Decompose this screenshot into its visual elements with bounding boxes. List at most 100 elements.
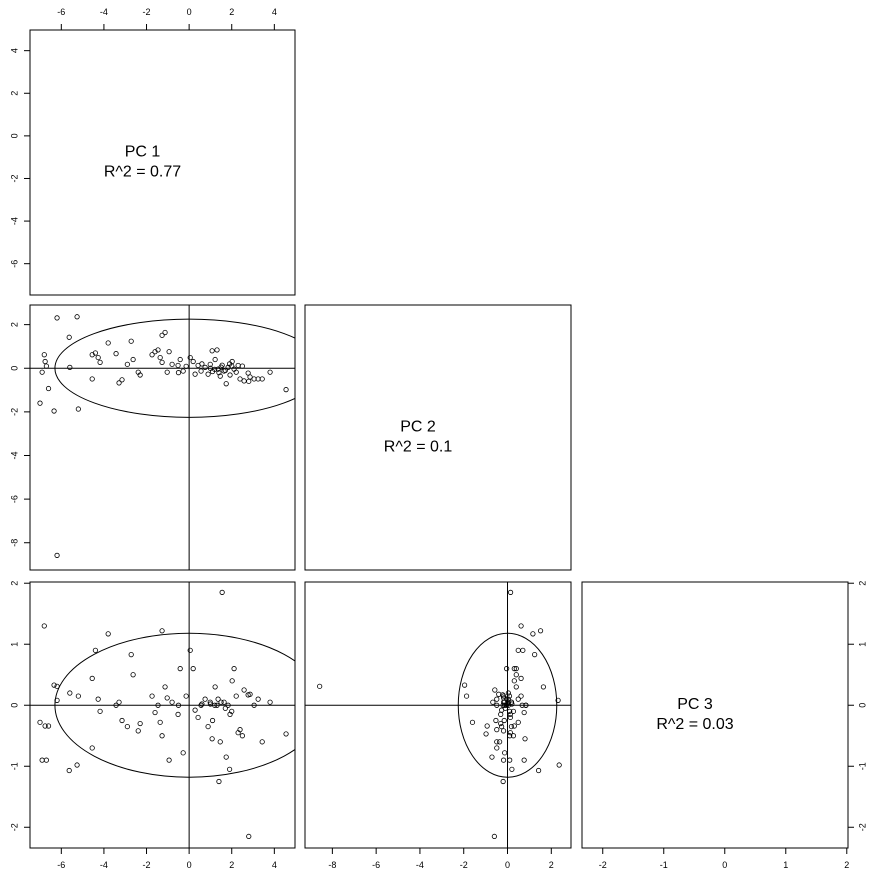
tick-label: 2 xyxy=(9,322,19,327)
ellipse xyxy=(54,318,295,418)
tick-label: -1 xyxy=(660,860,668,870)
point xyxy=(510,708,517,714)
point xyxy=(45,385,52,392)
tick-label: 0 xyxy=(505,860,510,870)
point xyxy=(212,684,218,690)
point xyxy=(511,666,517,672)
point xyxy=(54,315,60,321)
point xyxy=(216,370,222,376)
point xyxy=(222,705,228,711)
point xyxy=(180,750,186,756)
point xyxy=(247,691,253,697)
point xyxy=(124,723,130,730)
point xyxy=(67,690,73,696)
point xyxy=(505,702,511,708)
tick-label: 4 xyxy=(272,7,277,17)
point xyxy=(235,362,241,369)
tick-label: -6 xyxy=(9,495,19,503)
tick-label: 2 xyxy=(857,581,867,586)
tick-label: -1 xyxy=(9,762,19,770)
point xyxy=(227,766,233,772)
point xyxy=(521,757,527,763)
point xyxy=(66,334,72,340)
point xyxy=(166,757,172,763)
tick-label: 2 xyxy=(229,860,234,870)
point xyxy=(164,369,170,375)
point xyxy=(518,623,524,629)
point xyxy=(469,719,476,725)
point xyxy=(192,371,198,377)
point xyxy=(494,727,500,733)
tick-label: -2 xyxy=(9,174,19,182)
tick-label: -8 xyxy=(9,539,19,547)
tick-label: 0 xyxy=(9,133,19,138)
point xyxy=(192,707,198,713)
point xyxy=(155,702,161,708)
point xyxy=(507,714,513,721)
point xyxy=(42,723,48,729)
point xyxy=(229,678,235,684)
tick-label: -2 xyxy=(9,823,19,831)
point xyxy=(135,728,141,734)
panel xyxy=(305,582,571,848)
tick-label: -2 xyxy=(9,408,19,416)
point xyxy=(43,757,50,763)
point xyxy=(89,675,95,681)
tick-label: 0 xyxy=(9,703,19,708)
point xyxy=(216,778,222,785)
r-squared: R^2 = 0.77 xyxy=(104,164,181,181)
point xyxy=(463,693,470,699)
point xyxy=(513,684,519,690)
point xyxy=(180,368,186,374)
tick-label: -2 xyxy=(599,860,607,870)
point xyxy=(509,701,515,707)
panel-frame xyxy=(29,304,296,571)
point xyxy=(207,701,214,707)
point xyxy=(496,691,502,697)
point xyxy=(532,652,538,658)
point xyxy=(43,363,50,369)
point xyxy=(159,332,165,338)
point xyxy=(501,717,507,724)
point xyxy=(508,723,515,730)
point xyxy=(519,702,525,708)
point xyxy=(175,370,182,376)
point xyxy=(209,348,215,354)
point xyxy=(113,351,119,357)
point xyxy=(162,684,168,690)
point xyxy=(89,745,95,751)
point xyxy=(202,696,208,702)
tick-label: 4 xyxy=(9,48,19,53)
point xyxy=(227,372,233,378)
point xyxy=(523,702,529,708)
point xyxy=(67,364,73,370)
panel-frame xyxy=(304,581,572,849)
point xyxy=(209,717,216,724)
point xyxy=(505,696,511,702)
point xyxy=(190,358,196,365)
ellipse xyxy=(54,632,295,778)
point xyxy=(157,719,163,725)
point xyxy=(509,766,515,772)
tick-label: 0 xyxy=(187,7,192,17)
point xyxy=(199,361,205,367)
point xyxy=(494,739,500,745)
point xyxy=(227,361,233,367)
point xyxy=(237,727,243,733)
point xyxy=(233,693,239,699)
point xyxy=(507,730,513,736)
point xyxy=(267,369,273,375)
variable-name: PC 3 xyxy=(677,696,713,713)
point xyxy=(556,762,562,768)
point xyxy=(221,699,227,705)
point xyxy=(183,693,189,699)
tick-label: -4 xyxy=(100,860,108,870)
tick-label: -2 xyxy=(460,860,468,870)
point xyxy=(229,708,235,714)
tick-label: 1 xyxy=(9,642,19,647)
tick-label: -6 xyxy=(57,7,65,17)
point xyxy=(507,757,513,763)
panel-frame xyxy=(304,304,572,571)
point xyxy=(500,728,507,734)
tick-label: 2 xyxy=(844,860,849,870)
